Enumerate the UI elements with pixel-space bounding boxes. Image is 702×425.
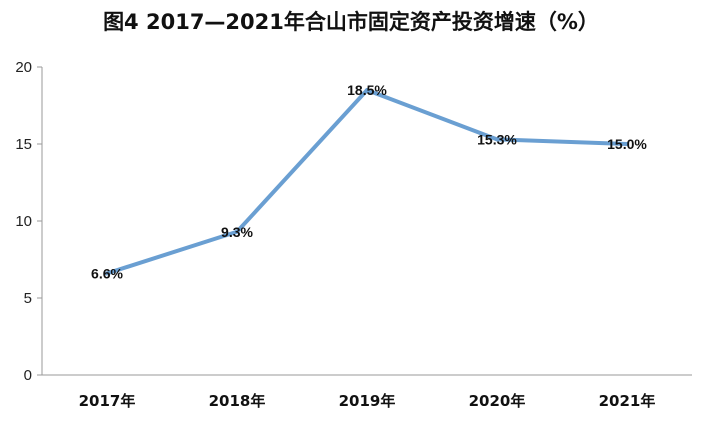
x-category-label: 2021年 xyxy=(599,392,656,410)
data-point xyxy=(105,271,109,276)
y-tick-labels: 0 5 10 15 20 xyxy=(15,59,42,384)
y-tick-label: 15 xyxy=(15,136,32,153)
x-category-label: 2018年 xyxy=(209,392,266,410)
x-category-label: 2020年 xyxy=(469,392,526,410)
data-label: 15.0% xyxy=(607,136,647,152)
series-line xyxy=(105,88,629,276)
y-tick-label: 5 xyxy=(24,290,32,307)
data-labels: 6.6% 9.3% 18.5% 15.3% 15.0% xyxy=(91,82,647,281)
data-point xyxy=(495,137,499,142)
x-category-label: 2017年 xyxy=(79,392,136,410)
data-point xyxy=(365,88,369,93)
y-tick-label: 10 xyxy=(15,213,32,230)
data-label: 6.6% xyxy=(91,265,123,281)
data-label: 9.3% xyxy=(221,224,253,240)
data-label: 15.3% xyxy=(477,131,517,147)
data-point xyxy=(235,229,239,234)
data-point xyxy=(625,142,629,146)
x-category-label: 2019年 xyxy=(339,392,396,410)
data-label: 18.5% xyxy=(347,82,387,98)
x-category-labels: 2017年 2018年 2019年 2020年 2021年 xyxy=(79,392,656,410)
chart-title: 图4 2017—2021年合山市固定资产投资增速（%） xyxy=(103,10,599,34)
y-tick-label: 0 xyxy=(24,367,32,384)
y-tick-label: 20 xyxy=(15,59,32,76)
